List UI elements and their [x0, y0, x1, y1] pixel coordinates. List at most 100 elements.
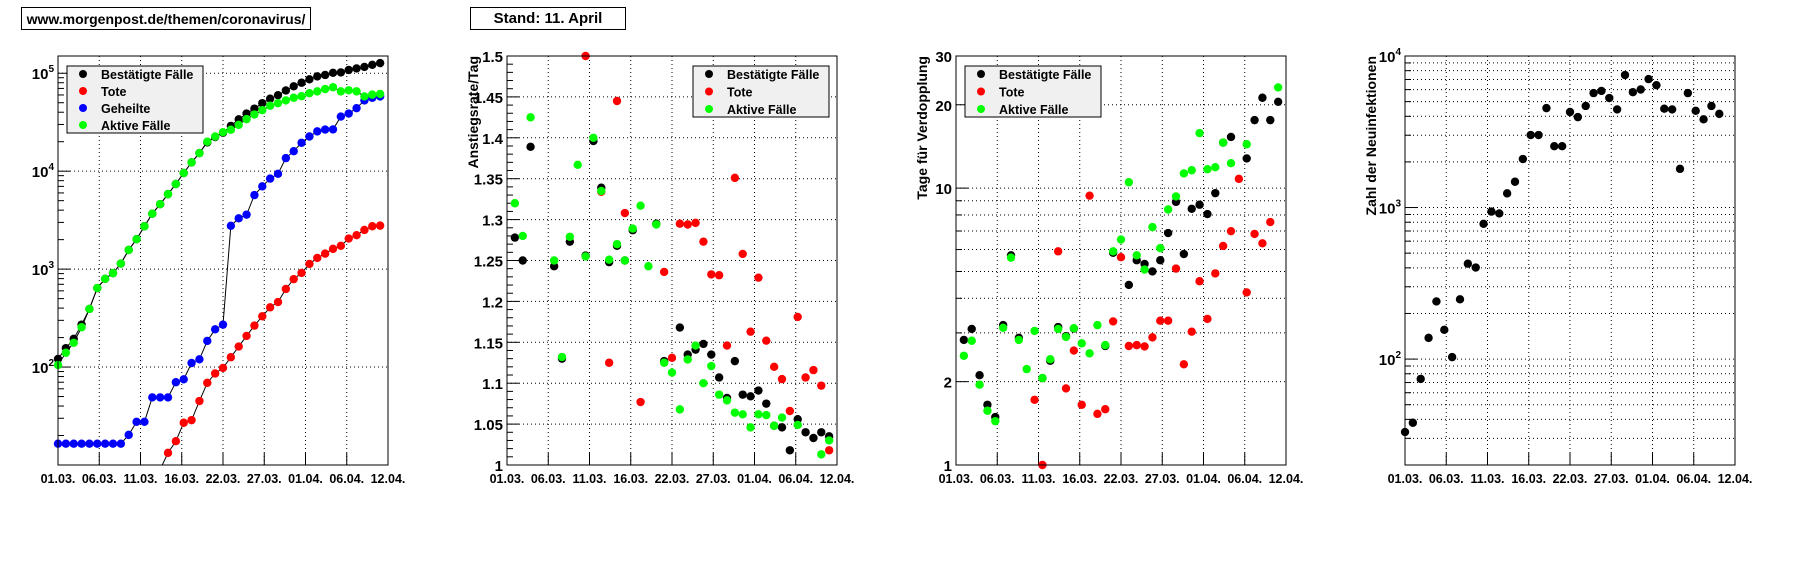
x-tick-label: 06.03.: [82, 472, 117, 486]
data-point: [1691, 106, 1700, 115]
data-point: [320, 249, 330, 258]
x-tick-label: 27.03.: [1594, 472, 1629, 486]
data-point: [1116, 252, 1126, 262]
data-point: [1061, 384, 1071, 393]
data-point: [281, 96, 291, 105]
data-point: [250, 190, 259, 200]
series-1: [1030, 174, 1275, 470]
data-point: [195, 355, 204, 364]
source-url-label: www.morgenpost.de/themen/coronavirus/: [21, 7, 311, 30]
data-point: [313, 253, 322, 263]
data-point: [289, 274, 298, 284]
data-point: [777, 374, 787, 384]
data-point: [746, 423, 755, 432]
data-point: [281, 86, 291, 95]
data-point: [777, 413, 787, 422]
data-point: [1163, 228, 1173, 238]
data-point: [959, 351, 969, 360]
data-point: [1715, 109, 1724, 119]
data-point: [368, 60, 377, 69]
x-tick-label: 11.03.: [572, 472, 606, 486]
data-point: [226, 125, 236, 134]
data-point: [1156, 243, 1165, 253]
chart-svg: 01.03. 06.03. 11.03. 16.03. 22.03. 27.03. 01.0…: [465, 49, 855, 486]
data-point: [61, 439, 71, 448]
data-point: [1534, 130, 1543, 140]
data-point: [297, 138, 306, 147]
data-point: [967, 324, 976, 334]
data-point: [195, 148, 204, 158]
data-point: [683, 355, 692, 364]
data-point: [998, 323, 1008, 332]
data-point: [250, 321, 259, 330]
data-point: [132, 417, 141, 427]
x-tick-label: 11.03.: [123, 472, 157, 486]
series-2: [959, 83, 1283, 426]
data-point: [707, 350, 716, 359]
data-point: [1266, 217, 1275, 227]
data-point: [320, 84, 330, 94]
data-point: [1148, 267, 1157, 276]
data-point: [375, 221, 385, 230]
data-point: [699, 339, 708, 349]
data-point: [1455, 295, 1465, 304]
grid: [58, 56, 388, 465]
y-tick-label: 1.4: [482, 131, 504, 148]
data-point: [1510, 177, 1520, 186]
data-point: [344, 65, 353, 75]
data-point: [1218, 138, 1228, 147]
data-point: [526, 113, 535, 122]
x-tick-label: 06.04.: [778, 472, 813, 486]
x-tick-label: 01.04.: [1635, 472, 1670, 486]
y-tick-label: 104: [1379, 47, 1402, 66]
x-tick-label: 06.04.: [1227, 472, 1262, 486]
data-point: [297, 78, 306, 87]
data-point: [1038, 373, 1047, 383]
y-tick-label: 10: [935, 181, 952, 198]
legend-marker: [79, 121, 87, 129]
legend-label: Bestätigte Fälle: [727, 68, 819, 82]
data-point: [1006, 253, 1016, 262]
data-point: [179, 418, 188, 427]
data-point: [659, 358, 669, 367]
data-point: [1502, 189, 1512, 198]
data-point: [699, 237, 708, 246]
data-point: [360, 62, 369, 72]
data-point: [1440, 325, 1449, 335]
data-point: [375, 89, 385, 99]
data-point: [77, 439, 86, 448]
data-point: [620, 256, 630, 265]
data-point: [1069, 323, 1079, 333]
data-point: [628, 224, 637, 233]
data-point: [1211, 269, 1220, 278]
data-point: [1014, 335, 1024, 345]
data-point: [234, 214, 243, 223]
x-tick-label: 12.04.: [820, 472, 855, 486]
data-point: [659, 267, 669, 277]
data-point: [1550, 141, 1559, 151]
y-tick-label: 103: [1379, 199, 1402, 218]
data-point: [203, 137, 212, 146]
series-1: [161, 221, 385, 465]
data-point: [1408, 418, 1418, 427]
data-point: [100, 274, 110, 284]
data-point: [297, 91, 306, 101]
data-point: [352, 103, 361, 113]
data-point: [1132, 251, 1141, 260]
data-point: [218, 320, 228, 329]
data-point: [975, 380, 984, 389]
data-point: [620, 208, 630, 218]
data-point: [1108, 317, 1118, 326]
y-tick-label: 1.45: [474, 90, 503, 107]
data-point: [1234, 174, 1244, 184]
data-point: [85, 439, 94, 448]
data-point: [1226, 226, 1236, 236]
data-point: [148, 209, 157, 218]
data-point: [1108, 247, 1118, 256]
data-point: [565, 232, 575, 241]
data-point: [242, 210, 251, 219]
legend-label: Aktive Fälle: [727, 103, 797, 117]
y-tick-label: 1.2: [482, 294, 503, 311]
y-tick-label: 1.25: [474, 254, 503, 271]
chart-svg: 01.03. 06.03. 11.03. 16.03. 22.03. 27.03. 01.0…: [1363, 47, 1752, 486]
